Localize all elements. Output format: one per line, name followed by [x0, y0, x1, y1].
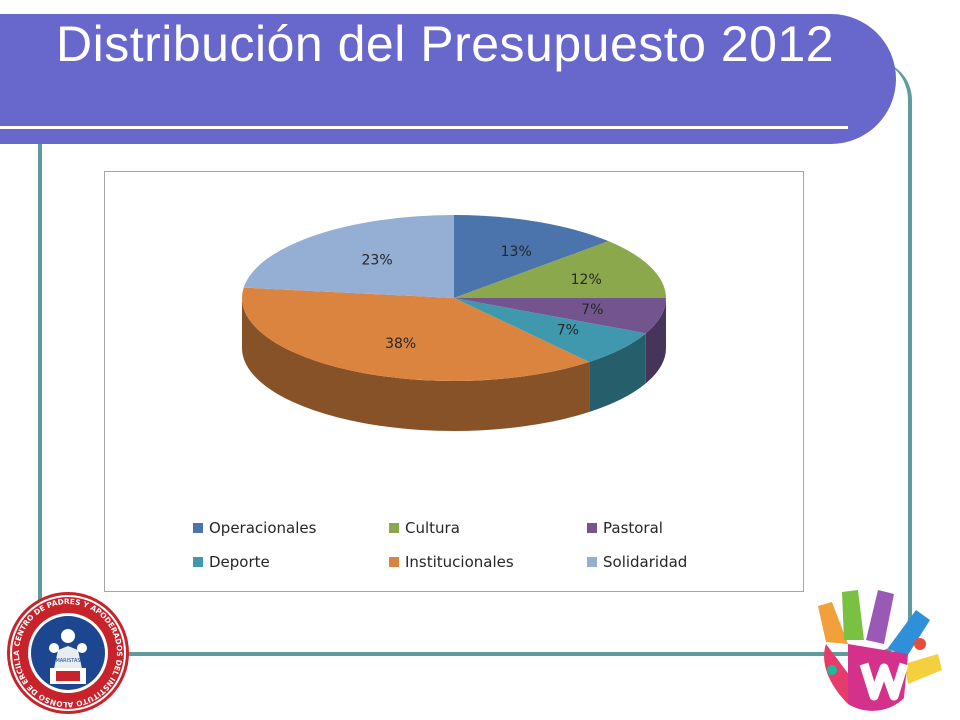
title-band	[0, 14, 896, 144]
pie-slice-operacionales	[454, 215, 609, 298]
legend-swatch	[587, 523, 597, 533]
legend-item-operacionales: Operacionales	[193, 519, 389, 537]
legend-item-institucionales: Institucionales	[389, 553, 587, 571]
data-label-institucionales: 38%	[385, 336, 416, 352]
slide-frame	[38, 60, 912, 656]
data-label-deporte: 7%	[557, 323, 579, 339]
hand-logo	[818, 590, 942, 711]
title-underline	[0, 126, 848, 129]
legend-swatch	[587, 557, 597, 567]
data-label-operacionales: 13%	[501, 244, 532, 260]
chart-legend: Operacionales Cultura Pastoral Deporte Insti…	[193, 519, 753, 571]
data-label-pastoral: 7%	[581, 302, 603, 318]
chart-container: 13% 12% 7% 7% 38% 23% Operacionales Cultura Pas…	[104, 171, 804, 592]
slide-title: Distribución del Presupuesto 2012	[56, 16, 835, 72]
legend-item-cultura: Cultura	[389, 519, 587, 537]
legend-item-deporte: Deporte	[193, 553, 389, 571]
legend-item-pastoral: Pastoral	[587, 519, 753, 537]
legend-swatch	[389, 523, 399, 533]
pie-slice-institucionales	[241, 287, 590, 381]
pie-side-institucionales	[242, 298, 590, 431]
legend-label: Cultura	[405, 519, 460, 537]
legend-label: Institucionales	[405, 553, 514, 571]
logo-badge-text: MARISTAS	[55, 658, 80, 664]
pie-side-pastoral	[645, 298, 666, 384]
legend-swatch	[193, 557, 203, 567]
pie-slice-solidaridad	[243, 215, 454, 298]
legend-swatch	[193, 523, 203, 533]
legend-label: Solidaridad	[603, 553, 688, 571]
data-label-cultura: 12%	[571, 272, 602, 288]
pie-side-deporte	[589, 333, 646, 412]
legend-swatch	[389, 557, 399, 567]
legend-item-solidaridad: Solidaridad	[587, 553, 753, 571]
pie-slice-cultura	[454, 241, 666, 298]
legend-label: Operacionales	[209, 519, 317, 537]
legend-label: Deporte	[209, 553, 270, 571]
school-logo: CENTRO DE PADRES Y APODERADOS DEL INSTIT…	[7, 592, 129, 714]
pie-slice-pastoral	[454, 298, 666, 334]
legend-label: Pastoral	[603, 519, 663, 537]
data-label-solidaridad: 23%	[362, 252, 393, 268]
pie-chart: 13% 12% 7%7% 38% 23%	[241, 215, 666, 431]
pie-slice-deporte	[454, 298, 646, 362]
